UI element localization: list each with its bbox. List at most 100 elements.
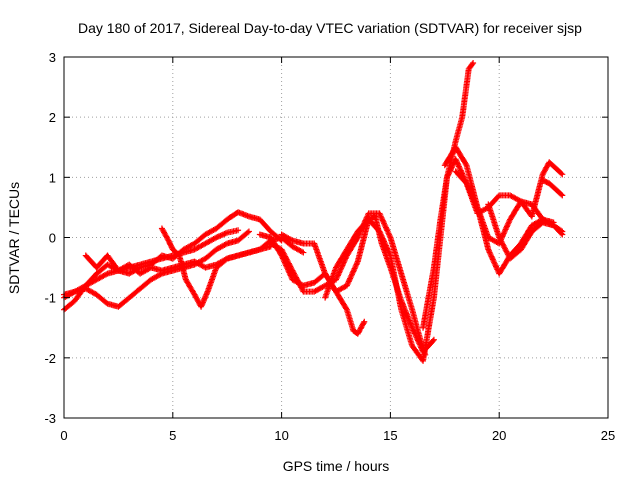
series-marker-run <box>279 247 295 273</box>
series-marker-run <box>290 244 305 255</box>
series-marker-run <box>459 67 472 119</box>
series-marker-run <box>431 218 444 269</box>
series-marker-run <box>116 295 132 309</box>
y-tick-label: 3 <box>49 50 56 65</box>
y-tick-label: 1 <box>49 170 56 185</box>
series-marker-run <box>258 231 273 241</box>
series-marker-run <box>205 266 219 294</box>
series-marker-run <box>518 229 535 252</box>
series-track-5 <box>158 225 307 310</box>
series-marker-run <box>466 61 476 71</box>
series-marker-run <box>62 298 77 312</box>
series-marker-run <box>322 266 339 300</box>
series-marker-run <box>551 223 565 237</box>
x-tick-label: 5 <box>169 428 176 443</box>
series-marker-run <box>182 241 197 252</box>
series-marker-run <box>225 252 240 262</box>
series-marker-run <box>453 169 469 186</box>
series-marker-run <box>94 292 110 306</box>
series-marker-run <box>236 249 251 259</box>
series-marker-run <box>84 277 99 288</box>
series-marker-run <box>453 145 469 167</box>
series-marker-run <box>518 223 535 246</box>
series-marker-run <box>553 187 565 198</box>
series-marker-run <box>214 241 229 252</box>
series-marker-run <box>387 254 404 312</box>
y-tick-label: -1 <box>44 291 56 306</box>
series-marker-run <box>203 226 218 237</box>
series-marker-run <box>192 232 208 246</box>
series-marker-run <box>547 160 558 171</box>
x-tick-label: 15 <box>383 428 397 443</box>
series-marker-run <box>333 254 350 282</box>
y-axis-label: SDTVAR / TECUs <box>6 182 22 294</box>
series-marker-run <box>301 280 316 289</box>
series-marker-run <box>486 235 501 246</box>
series-marker-run <box>198 290 210 309</box>
series-marker-run <box>214 230 229 240</box>
series-marker-run <box>247 213 262 223</box>
series-marker-run <box>367 210 381 217</box>
series-marker-run <box>420 266 437 330</box>
series-marker-run <box>247 246 262 256</box>
series-marker-run <box>94 253 110 270</box>
series-marker-run <box>225 227 240 236</box>
y-tick-label: -2 <box>44 351 56 366</box>
series-marker-run <box>258 238 273 252</box>
series-marker-run <box>290 269 306 294</box>
tick-layer: 0 5 10 15 20 25 -3 -2 -1 0 1 2 3 <box>44 50 615 443</box>
series-marker-run <box>497 192 512 199</box>
series-marker-run <box>105 253 121 273</box>
series-marker-run <box>553 166 565 177</box>
series-marker-run <box>541 177 551 186</box>
series-marker-run <box>160 265 175 274</box>
series-marker-run <box>311 242 328 276</box>
series-track-13 <box>485 201 566 262</box>
series-marker-run <box>214 217 229 231</box>
series-marker-run <box>437 175 450 221</box>
series-marker-run <box>95 271 110 282</box>
series-marker-run <box>149 271 164 282</box>
series-track-14 <box>539 177 566 199</box>
series-marker-run <box>236 229 251 243</box>
series-marker-run <box>279 235 295 249</box>
series-marker-run <box>149 255 164 265</box>
series-marker-run <box>166 238 176 252</box>
series-marker-run <box>409 308 422 336</box>
series-marker-run <box>214 256 229 270</box>
series-marker-run <box>62 289 77 300</box>
series-marker-run <box>73 283 88 294</box>
series-marker-run <box>182 246 197 256</box>
series-marker-run <box>127 286 142 300</box>
y-tick-label: 0 <box>49 231 56 246</box>
series-marker-run <box>159 226 171 243</box>
series-marker-run <box>192 241 208 252</box>
series-marker-run <box>507 199 524 222</box>
series-marker-run <box>355 320 367 336</box>
series-marker-run <box>344 308 356 333</box>
series-marker-run <box>366 217 382 234</box>
series-marker-run <box>301 240 316 247</box>
series-track-9 <box>322 60 477 364</box>
series-marker-run <box>203 235 218 246</box>
series-marker-run <box>496 235 513 261</box>
series-marker-run <box>138 258 153 268</box>
series-marker-run <box>508 247 523 261</box>
series-marker-run <box>84 286 99 297</box>
series-marker-run <box>464 181 480 215</box>
series-marker-run <box>344 235 360 258</box>
series-marker-run <box>257 217 273 234</box>
series-marker-run <box>160 252 175 262</box>
series-marker-run <box>475 205 490 216</box>
x-tick-label: 25 <box>601 428 615 443</box>
series-marker-run <box>269 241 284 252</box>
series-marker-run <box>236 209 251 219</box>
series-marker-run <box>138 277 153 291</box>
series-marker-run <box>541 219 556 229</box>
series-marker-run <box>529 172 546 218</box>
series-marker-run <box>508 193 523 204</box>
series-marker-run <box>547 181 558 192</box>
data-layer <box>61 60 566 364</box>
y-tick-label: -3 <box>44 411 56 426</box>
